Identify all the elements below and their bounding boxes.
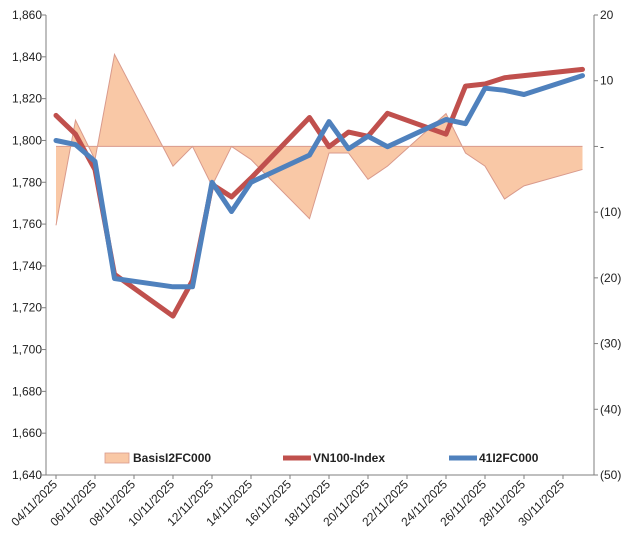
y-right-tick-label: (10): [600, 205, 621, 219]
legend: BasisI2FC000 VN100-Index 41I2FC000: [104, 451, 539, 465]
y-left-tick-label: 1,640: [12, 468, 42, 482]
series-line-41i2fc000: [53, 73, 585, 290]
area-layer: [55, 52, 583, 226]
legend-label-basisi2fc000: BasisI2FC000: [133, 451, 211, 465]
series-area-outline-basisi2fc000: [55, 52, 583, 226]
y-left-tick-label: 1,740: [12, 259, 42, 273]
y-right-tick-label: 20: [600, 8, 614, 22]
line-layer: [53, 66, 585, 319]
y-left-tick-label: 1,660: [12, 426, 42, 440]
y-right-tick-label: (40): [600, 402, 621, 416]
y-left-tick-label: 1,800: [12, 133, 42, 147]
legend-swatch-basisi2fc000: [104, 452, 130, 464]
y-left-tick-label: 1,700: [12, 343, 42, 357]
y-left-tick-label: 1,680: [12, 384, 42, 398]
y-left-tick-label: 1,720: [12, 301, 42, 315]
y-right-tick-label: 10: [600, 74, 614, 88]
y-left-tick-label: 1,820: [12, 92, 42, 106]
y-right-tick-label: (50): [600, 468, 621, 482]
legend-label-41i2fc000: 41I2FC000: [479, 451, 539, 465]
legend-label-vn100-index: VN100-Index: [313, 451, 385, 465]
y-right-tick-label: -: [600, 139, 604, 153]
y-right-tick-label: (30): [600, 337, 621, 351]
y-right-tick-label: (20): [600, 271, 621, 285]
y-left-tick-label: 1,780: [12, 175, 42, 189]
y-left-tick-label: 1,860: [12, 8, 42, 22]
y-left-tick-label: 1,760: [12, 217, 42, 231]
y-left-tick-label: 1,840: [12, 50, 42, 64]
